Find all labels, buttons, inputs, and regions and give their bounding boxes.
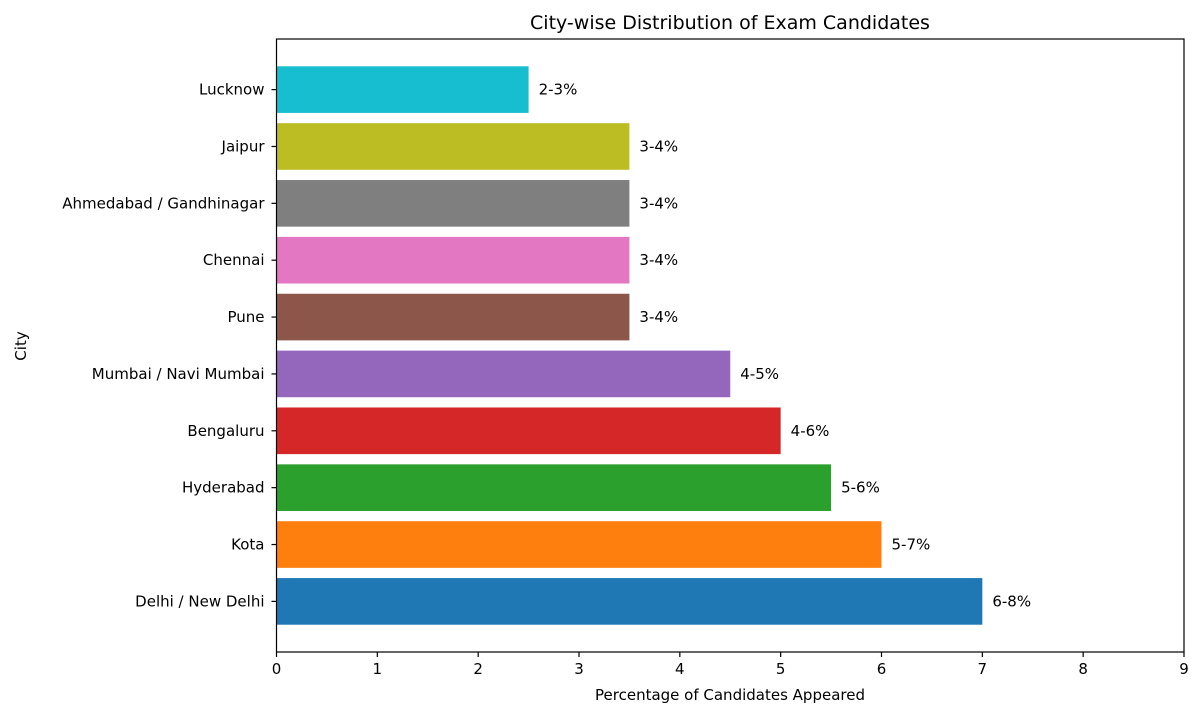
x-tick-label: 6 <box>877 660 887 678</box>
x-tick-label: 8 <box>1078 660 1088 678</box>
bar <box>276 293 630 341</box>
bar <box>276 350 731 398</box>
y-tick-label: Lucknow <box>199 81 265 99</box>
bar <box>276 407 781 455</box>
data-label: 3-4% <box>639 251 678 269</box>
y-axis-label: City <box>12 331 30 361</box>
data-label: 4-6% <box>791 422 830 440</box>
data-label: 2-3% <box>539 81 578 99</box>
bar <box>276 578 983 625</box>
x-tick-label: 1 <box>373 660 383 678</box>
x-tick-label: 5 <box>776 660 786 678</box>
x-axis-label: Percentage of Candidates Appeared <box>595 686 865 704</box>
bar <box>276 123 630 170</box>
data-label: 5-7% <box>892 536 931 554</box>
y-tick-label: Kota <box>231 536 264 554</box>
y-tick-label: Ahmedabad / Gandhinagar <box>62 194 265 212</box>
x-tick-label: 0 <box>272 660 282 678</box>
x-tick-label: 7 <box>978 660 988 678</box>
chart-title: City-wise Distribution of Exam Candidate… <box>530 12 930 34</box>
data-label: 5-6% <box>841 479 880 497</box>
y-tick-label: Mumbai / Navi Mumbai <box>92 365 265 383</box>
y-tick-label: Chennai <box>203 251 265 269</box>
x-tick-label: 3 <box>574 660 584 678</box>
x-tick-label: 2 <box>473 660 483 678</box>
bar <box>276 180 630 227</box>
y-tick-label: Pune <box>227 308 264 326</box>
x-tick-label: 4 <box>675 660 685 678</box>
bar <box>276 236 630 284</box>
data-label: 3-4% <box>639 308 678 326</box>
x-tick-label: 9 <box>1179 660 1189 678</box>
data-label: 3-4% <box>639 194 678 212</box>
plot-frame <box>275 38 1185 653</box>
y-tick-label: Jaipur <box>221 137 266 155</box>
bar <box>276 66 529 113</box>
y-tick-label: Hyderabad <box>182 479 265 497</box>
data-label: 4-5% <box>740 365 779 383</box>
bar <box>276 521 882 568</box>
data-label: 6-8% <box>992 592 1031 610</box>
data-label: 3-4% <box>639 137 678 155</box>
bar <box>276 464 832 511</box>
y-tick-label: Delhi / New Delhi <box>135 592 264 610</box>
y-tick-label: Bengaluru <box>187 422 264 440</box>
